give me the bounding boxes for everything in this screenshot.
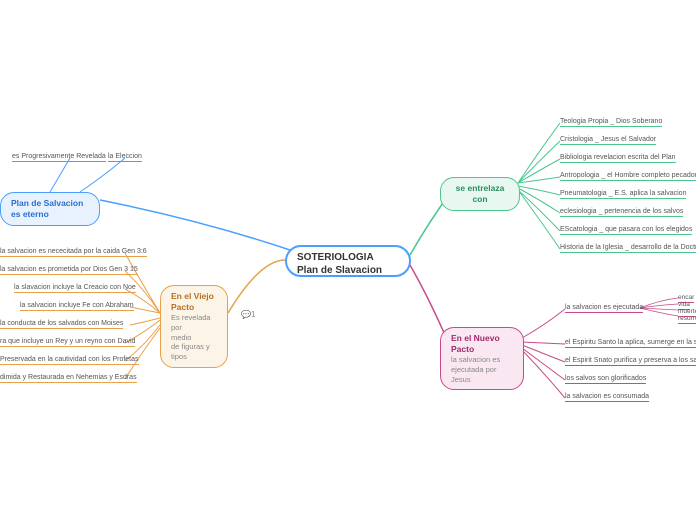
- np-l2: la salvacion es: [451, 355, 513, 365]
- np-leaf-3[interactable]: los salvos son glorificados: [565, 375, 646, 384]
- en-leaf-4[interactable]: Pneumatologia _ E.S. aplica la salvacion: [560, 190, 686, 199]
- comment-bubble-icon: 💬: [241, 310, 251, 319]
- np-sub-3[interactable]: resurre: [678, 315, 696, 324]
- en-leaf-2[interactable]: Bibliologia revelacion escrita del Plan: [560, 154, 676, 163]
- nuevo-pacto-node[interactable]: En el Nuevo Pacto la salvacion es ejecut…: [440, 327, 524, 390]
- entrelaza-node[interactable]: se entrelaza con: [440, 177, 520, 211]
- center-line2: Plan de Slavacion: [297, 264, 399, 277]
- en-leaf-0[interactable]: Teologia Propia _ Dios Soberano: [560, 118, 662, 127]
- en-leaf-7[interactable]: Historia de la Iglesia _ desarrollo de l…: [560, 244, 696, 253]
- vp-leaf-4[interactable]: la conducta de los salvados con Moises: [0, 320, 123, 329]
- np-leaf-1[interactable]: el Espiritu Santo la aplica, sumerge en …: [565, 339, 696, 348]
- vp-l2: Pacto: [171, 302, 217, 313]
- en-leaf-5[interactable]: eclesiologia _ pertenencia de los salvos: [560, 208, 683, 217]
- vp-leaf-7[interactable]: dimida y Restaurada en Nehemias y Esdras: [0, 374, 137, 383]
- comment-icon[interactable]: 💬1: [241, 310, 255, 319]
- en-leaf-6[interactable]: EScatologia _ que pasara con los elegido…: [560, 226, 692, 235]
- en-leaf-1[interactable]: Cristologia _ Jesus el Salvador: [560, 136, 656, 145]
- et-leaf-1[interactable]: la Eleccion: [108, 153, 142, 162]
- et-leaf-0[interactable]: es Progresivamente Revelada: [12, 153, 106, 162]
- np-leaf-2[interactable]: el Espirit Snato purifica y preserva a l…: [565, 357, 696, 366]
- vp-l1: En el Viejo: [171, 291, 217, 302]
- np-l3: ejecutada por Jesus: [451, 365, 513, 385]
- np-l1: En el Nuevo Pacto: [451, 333, 513, 355]
- vp-leaf-3[interactable]: la salvacion incluye Fe con Abraham: [20, 302, 134, 311]
- vp-leaf-6[interactable]: Preservada en la cautividad con los Prof…: [0, 356, 139, 365]
- vp-l3: Es revelada por: [171, 313, 217, 333]
- vp-leaf-5[interactable]: ra que incluye un Rey y un reyno con Dav…: [0, 338, 135, 347]
- eterno-node[interactable]: Plan de Salvacion es eterno: [0, 192, 100, 226]
- en-leaf-3[interactable]: Antropologia _ el Hombre completo pecado…: [560, 172, 696, 181]
- vp-leaf-1[interactable]: la salvacion es prometida por Dios Gen 3…: [0, 266, 138, 275]
- vp-l6: tipos: [171, 352, 217, 362]
- vp-l4: medio: [171, 333, 217, 343]
- center-node[interactable]: SOTERIOLOGIA Plan de Slavacion: [285, 245, 411, 277]
- vp-l5: de figuras y: [171, 342, 217, 352]
- np-leaf-0[interactable]: la salvacion es ejecutada: [565, 304, 643, 313]
- viejo-pacto-node[interactable]: En el Viejo Pacto Es revelada por medio …: [160, 285, 228, 368]
- comment-count: 1: [251, 310, 255, 319]
- vp-leaf-2[interactable]: la slavacion incluye la Creacio con Noe: [14, 284, 136, 293]
- center-line1: SOTERIOLOGIA: [297, 251, 399, 264]
- vp-leaf-0[interactable]: la salvacion es nececitada por la caida …: [0, 248, 147, 257]
- np-leaf-4[interactable]: la salvacion es consumada: [565, 393, 649, 402]
